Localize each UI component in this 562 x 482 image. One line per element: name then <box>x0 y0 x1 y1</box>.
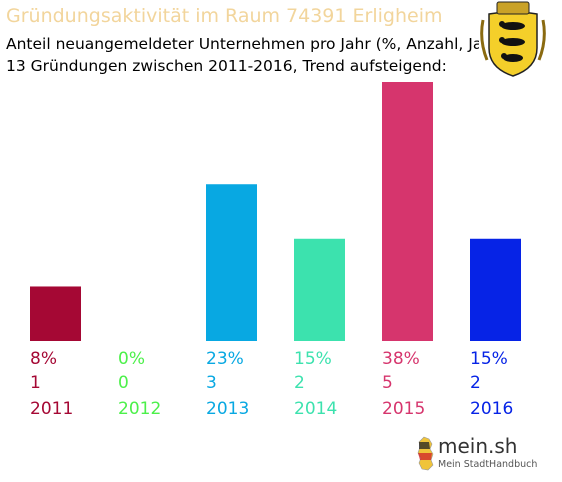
brand-name: mein.sh <box>438 434 518 458</box>
brand-tagline: Mein StadtHandbuch <box>438 459 538 470</box>
count-label-2013: 3 <box>206 373 217 393</box>
count-label-2014: 2 <box>294 373 305 393</box>
percent-label-2016: 15% <box>470 349 508 369</box>
count-label-2015: 5 <box>382 373 393 393</box>
brand-logo[interactable]: mein.sh Mein StadtHandbuch <box>416 432 546 476</box>
count-label-2016: 2 <box>470 373 481 393</box>
year-label-2011: 2011 <box>30 399 73 419</box>
chart-subtitle-line2: 13 Gründungen zwischen 2011-2016, Trend … <box>6 57 447 75</box>
percent-label-2012: 0% <box>118 349 145 369</box>
year-label-2013: 2013 <box>206 399 249 419</box>
bar-2011 <box>30 286 81 341</box>
germany-map-icon <box>417 436 434 471</box>
year-label-2015: 2015 <box>382 399 425 419</box>
year-label-2012: 2012 <box>118 399 161 419</box>
year-label-2016: 2016 <box>470 399 513 419</box>
year-label-2014: 2014 <box>294 399 337 419</box>
bar-2015 <box>382 82 433 341</box>
percent-label-2013: 23% <box>206 349 244 369</box>
bar-2014 <box>294 238 345 341</box>
count-label-2012: 0 <box>118 373 129 393</box>
chart-subtitle-line1: Anteil neuangemeldeter Unternehmen pro J… <box>6 35 505 53</box>
percent-label-2014: 15% <box>294 349 332 369</box>
count-label-2011: 1 <box>30 373 41 393</box>
percent-label-2015: 38% <box>382 349 420 369</box>
bar-2013 <box>206 184 257 341</box>
bar-2016 <box>470 238 521 341</box>
coat-of-arms-icon <box>479 0 547 80</box>
percent-label-2011: 8% <box>30 349 57 369</box>
chart-title: Gründungsaktivität im Raum 74391 Erlighe… <box>6 5 443 27</box>
